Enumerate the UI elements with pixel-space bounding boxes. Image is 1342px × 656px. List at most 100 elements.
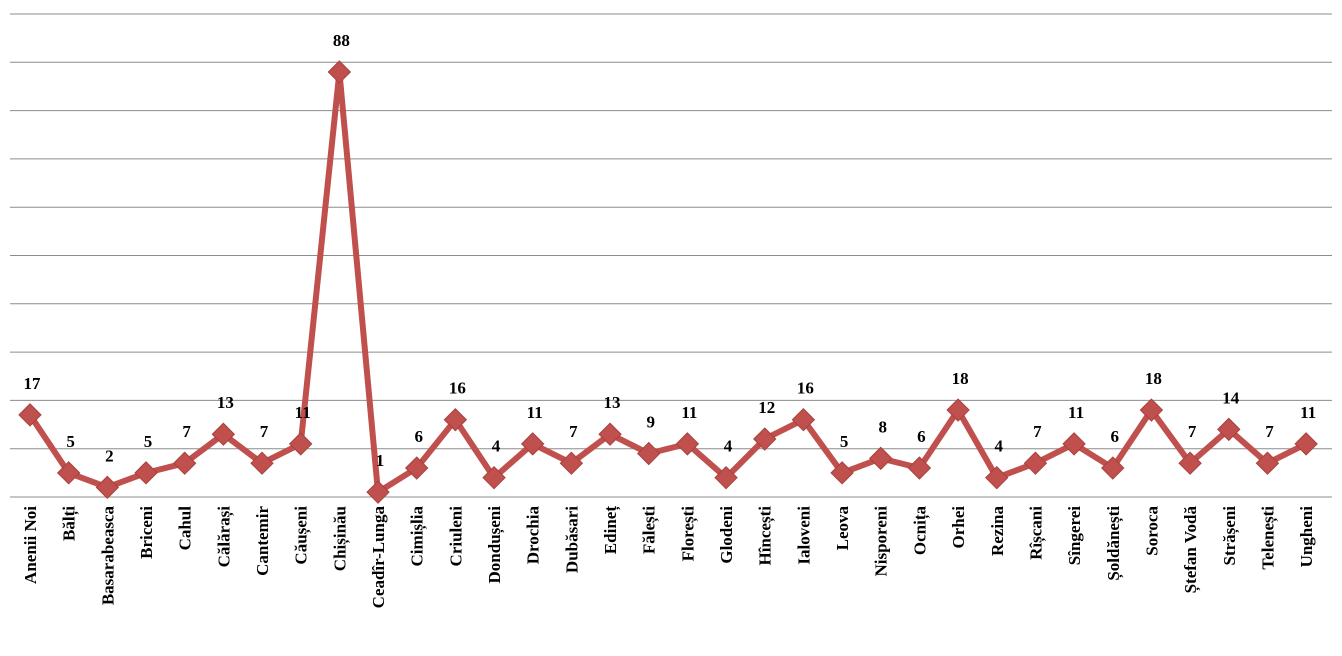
data-point-marker bbox=[172, 451, 197, 475]
x-tick-label: Cahul bbox=[176, 506, 195, 551]
data-point-marker bbox=[598, 422, 622, 446]
data-point-marker bbox=[985, 465, 1009, 490]
data-label: 5 bbox=[66, 432, 75, 451]
gridlines bbox=[10, 13, 1332, 498]
x-tick-label: Nisporeni bbox=[872, 506, 891, 577]
data-label: 12 bbox=[758, 398, 775, 417]
data-label: 17 bbox=[24, 374, 42, 393]
data-point-marker bbox=[211, 422, 236, 446]
data-label: 11 bbox=[1300, 403, 1316, 422]
x-tick-label: Soroca bbox=[1142, 506, 1161, 556]
series-line bbox=[27, 69, 1308, 496]
x-tick-label: Telenești bbox=[1258, 506, 1278, 570]
data-label: 7 bbox=[182, 422, 191, 441]
data-point-marker bbox=[791, 408, 816, 432]
data-label: 7 bbox=[1033, 422, 1042, 441]
data-point-marker bbox=[1178, 451, 1202, 475]
x-tick-label: Bălți bbox=[60, 506, 80, 541]
data-point-marker bbox=[56, 461, 81, 485]
data-label: 9 bbox=[646, 413, 655, 432]
x-tick-label: Ungheni bbox=[1297, 506, 1316, 568]
x-tick-label: Edineț bbox=[601, 506, 621, 555]
data-label: 7 bbox=[1265, 422, 1274, 441]
x-tick-label: Leova bbox=[833, 506, 852, 551]
data-label: 18 bbox=[952, 369, 969, 388]
data-label: 2 bbox=[105, 446, 114, 465]
x-tick-label: Glodeni bbox=[717, 506, 736, 564]
data-point-marker bbox=[1139, 398, 1164, 422]
data-point-marker bbox=[1294, 432, 1318, 456]
data-label: 11 bbox=[1068, 403, 1084, 422]
x-tick-label: Chișinău bbox=[330, 506, 350, 571]
x-tick-label: Rîșcani bbox=[1026, 506, 1046, 560]
data-label-layer: 1752571371188161641171391141216586184711… bbox=[24, 31, 1317, 470]
data-point-marker bbox=[675, 432, 700, 456]
data-point-marker bbox=[18, 403, 42, 427]
x-tick-label: Ceadîr-Lunga bbox=[369, 506, 388, 609]
data-point-marker bbox=[404, 456, 429, 480]
data-label: 14 bbox=[1222, 388, 1240, 407]
x-tick-label: Cimișlia bbox=[408, 506, 428, 567]
data-label: 6 bbox=[917, 427, 926, 446]
x-tick-label: Strășeni bbox=[1220, 506, 1240, 566]
x-tick-label: Călărași bbox=[214, 506, 234, 568]
data-label: 88 bbox=[333, 31, 350, 50]
data-label: 18 bbox=[1145, 369, 1162, 388]
data-point-marker bbox=[521, 432, 545, 456]
data-point-marker bbox=[1101, 456, 1125, 480]
data-label: 7 bbox=[260, 422, 269, 441]
data-label: 7 bbox=[1188, 422, 1197, 441]
data-point-marker bbox=[637, 441, 661, 466]
data-point-marker bbox=[95, 475, 120, 500]
x-tick-label: Anenii Noi bbox=[21, 506, 40, 584]
data-point-marker bbox=[482, 465, 506, 490]
data-point-marker bbox=[250, 451, 274, 475]
data-point-marker bbox=[1023, 451, 1048, 475]
data-label: 16 bbox=[449, 379, 466, 398]
x-tick-label: Dondușeni bbox=[485, 506, 505, 584]
data-label: 13 bbox=[217, 393, 234, 412]
data-point-marker bbox=[443, 408, 468, 432]
data-point-marker bbox=[366, 480, 390, 504]
data-point-marker bbox=[327, 60, 352, 84]
data-label: 4 bbox=[995, 437, 1004, 456]
marker-layer bbox=[18, 60, 1318, 504]
data-label: 11 bbox=[681, 403, 697, 422]
data-point-marker bbox=[288, 432, 313, 456]
data-label: 4 bbox=[492, 437, 501, 456]
data-label: 5 bbox=[840, 432, 849, 451]
x-tick-label: Ialoveni bbox=[794, 506, 813, 565]
data-label: 13 bbox=[604, 393, 621, 412]
data-point-marker bbox=[869, 446, 893, 471]
x-tick-label: Fălești bbox=[640, 506, 660, 554]
data-label: 4 bbox=[724, 437, 733, 456]
x-tick-label: Dubăsari bbox=[562, 506, 581, 573]
data-point-marker bbox=[907, 456, 932, 480]
data-point-marker bbox=[714, 465, 738, 490]
data-point-marker bbox=[1255, 451, 1280, 475]
x-tick-label: Drochia bbox=[524, 506, 543, 565]
data-point-marker bbox=[946, 398, 970, 422]
x-tick-label: Sîngerei bbox=[1065, 506, 1084, 565]
x-tick-label: Ocnița bbox=[910, 506, 930, 556]
x-tick-label: Orhei bbox=[949, 506, 968, 549]
x-tick-label: Hîncești bbox=[756, 506, 776, 566]
data-label: 11 bbox=[295, 403, 311, 422]
data-label: 1 bbox=[376, 451, 385, 470]
x-tick-label: Șoldănești bbox=[1104, 506, 1124, 581]
x-tick-label: Căușeni bbox=[292, 506, 312, 565]
data-point-marker bbox=[1217, 417, 1241, 442]
data-label: 11 bbox=[527, 403, 543, 422]
x-tick-label: Florești bbox=[678, 506, 698, 562]
data-label: 6 bbox=[414, 427, 423, 446]
x-tick-label: Basarabeasca bbox=[98, 506, 117, 606]
data-label: 16 bbox=[797, 379, 814, 398]
data-label: 8 bbox=[878, 417, 887, 436]
x-tick-label: Cantemir bbox=[253, 506, 272, 576]
x-tick-label: Ștefan Vodă bbox=[1181, 506, 1201, 594]
data-label: 6 bbox=[1111, 427, 1120, 446]
series-line-layer bbox=[27, 69, 1308, 496]
data-point-marker bbox=[559, 451, 584, 475]
x-tick-label: Briceni bbox=[137, 506, 156, 559]
x-tick-label: Rezina bbox=[988, 506, 1007, 557]
